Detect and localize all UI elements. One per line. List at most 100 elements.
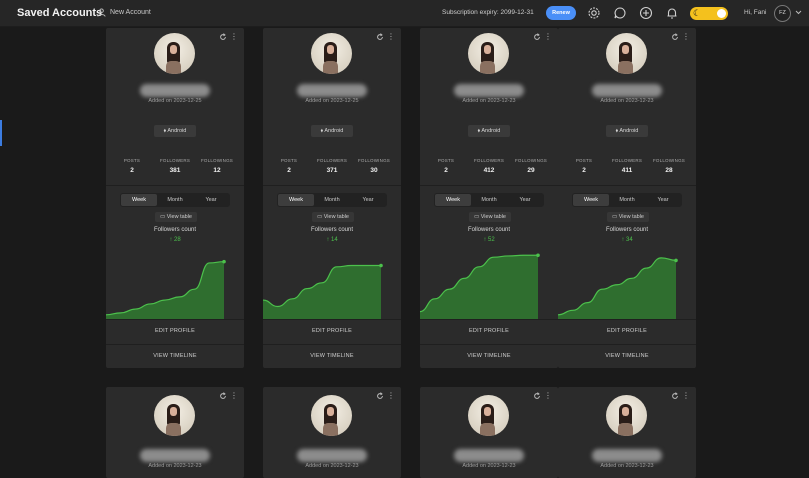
blurred-username [140,84,210,97]
followers-delta: ↑ 34 [621,237,633,243]
chart-line [263,264,381,308]
theme-toggle[interactable]: ☾ [690,7,728,20]
chart-line [420,254,538,313]
platform-badge: ⬧ Android [154,125,196,137]
more-options-icon[interactable]: ⋮ [544,32,552,41]
refresh-icon[interactable] [376,391,384,400]
period-tabs: Week Month Year [120,193,230,207]
android-icon: ⬧ [615,128,620,134]
tab-year[interactable]: Year [205,197,217,203]
view-table-button[interactable]: ▭ View table [469,212,511,222]
refresh-icon[interactable] [219,32,227,41]
view-timeline-button[interactable]: VIEW TIMELINE [310,353,354,359]
edit-profile-button[interactable]: EDIT PROFILE [155,328,195,334]
chart-area [420,255,538,320]
more-options-icon[interactable]: ⋮ [230,32,238,41]
stat-posts: POSTS 2 [123,158,141,174]
avatar [468,33,509,74]
followers-delta: ↑ 52 [483,237,495,243]
platform-badge: ⬧ Android [468,125,510,137]
view-table-button[interactable]: ▭ View table [312,212,354,222]
moon-icon: ☾ [693,8,702,18]
tab-month[interactable]: Month [167,197,183,203]
tab-year[interactable]: Year [657,197,669,203]
tab-month[interactable]: Month [324,197,340,203]
more-options-icon[interactable]: ⋮ [387,391,395,400]
refresh-icon[interactable] [376,32,384,41]
period-tabs: Week Month Year [434,193,544,207]
refresh-icon[interactable] [671,32,679,41]
refresh-icon[interactable] [219,391,227,400]
followers-count-label: Followers count [310,227,354,233]
refresh-icon[interactable] [533,32,541,41]
chart-area [558,257,676,320]
stat-followings: FOLLOWINGS 12 [200,158,233,174]
chevron-down-icon[interactable] [795,10,802,15]
tab-week[interactable]: Week [278,194,314,206]
more-options-icon[interactable]: ⋮ [230,391,238,400]
added-date: Added on 2023-12-23 [305,463,359,469]
stat-posts: POSTS 2 [575,158,593,174]
chat-icon[interactable] [613,6,627,20]
view-timeline-button[interactable]: VIEW TIMELINE [153,353,197,359]
added-date: Added on 2023-12-23 [462,463,516,469]
chart-end-point [379,263,383,268]
tab-week[interactable]: Week [121,194,157,206]
view-timeline-button[interactable]: VIEW TIMELINE [467,353,511,359]
chart-line [558,257,677,316]
tab-year[interactable]: Year [519,197,531,203]
page-title: Saved Accounts [17,7,103,19]
top-bar: Saved Accounts New Account Subscription … [0,0,809,27]
renew-button[interactable]: Renew [546,6,576,20]
refresh-icon[interactable] [671,391,679,400]
avatar [311,33,352,74]
tab-month[interactable]: Month [619,197,635,203]
android-icon: ⬧ [163,128,168,134]
added-date: Added on 2023-12-23 [600,463,654,469]
added-date: Added on 2023-12-23 [462,98,516,104]
table-icon: ▭ [316,214,324,220]
account-card: ⋮ Added on 2023-12-25 ⬧ Android POSTS 2 F… [106,28,244,368]
tab-month[interactable]: Month [481,197,497,203]
stat-posts: POSTS 2 [280,158,298,174]
tab-week[interactable]: Week [435,194,471,206]
period-tabs: Week Month Year [572,193,682,207]
refresh-icon[interactable] [533,391,541,400]
view-timeline-button[interactable]: VIEW TIMELINE [605,353,649,359]
account-card: ⋮ Added on 2023-12-23 [263,387,401,478]
gear-icon[interactable] [587,6,601,20]
followers-delta: ↑ 14 [326,237,338,243]
new-account-button[interactable]: New Account [97,8,151,17]
add-circle-icon[interactable] [639,6,653,20]
platform-badge: ⬧ Android [606,125,648,137]
tab-year[interactable]: Year [362,197,374,203]
toggle-knob [717,9,726,18]
sidebar-active-indicator [0,120,2,146]
more-options-icon[interactable]: ⋮ [387,32,395,41]
stat-followers: FOLLOWERS 371 [316,158,348,174]
account-card: ⋮ Added on 2023-12-25 ⬧ Android POSTS 2 F… [263,28,401,368]
more-options-icon[interactable]: ⋮ [682,32,690,41]
more-options-icon[interactable]: ⋮ [544,391,552,400]
blurred-username [140,449,210,462]
more-options-icon[interactable]: ⋮ [682,391,690,400]
avatar [311,395,352,436]
android-icon: ⬧ [477,128,482,134]
avatar [154,395,195,436]
view-table-button[interactable]: ▭ View table [155,212,197,222]
stat-followings: FOLLOWINGS 28 [652,158,685,174]
edit-profile-button[interactable]: EDIT PROFILE [469,328,509,334]
chart-end-point [536,253,540,258]
followers-chart [558,257,678,320]
view-table-button[interactable]: ▭ View table [607,212,649,222]
user-avatar[interactable]: FZ [774,5,791,22]
account-card: ⋮ Added on 2023-12-23 [106,387,244,478]
tab-week[interactable]: Week [573,194,609,206]
account-card: ⋮ Added on 2023-12-23 [558,387,696,478]
subscription-text: Subscription expiry: 2099-12-31 [442,9,534,16]
edit-profile-button[interactable]: EDIT PROFILE [312,328,352,334]
stat-posts: POSTS 2 [437,158,455,174]
new-account-label: New Account [110,9,151,16]
edit-profile-button[interactable]: EDIT PROFILE [607,328,647,334]
bell-icon[interactable] [665,6,679,20]
